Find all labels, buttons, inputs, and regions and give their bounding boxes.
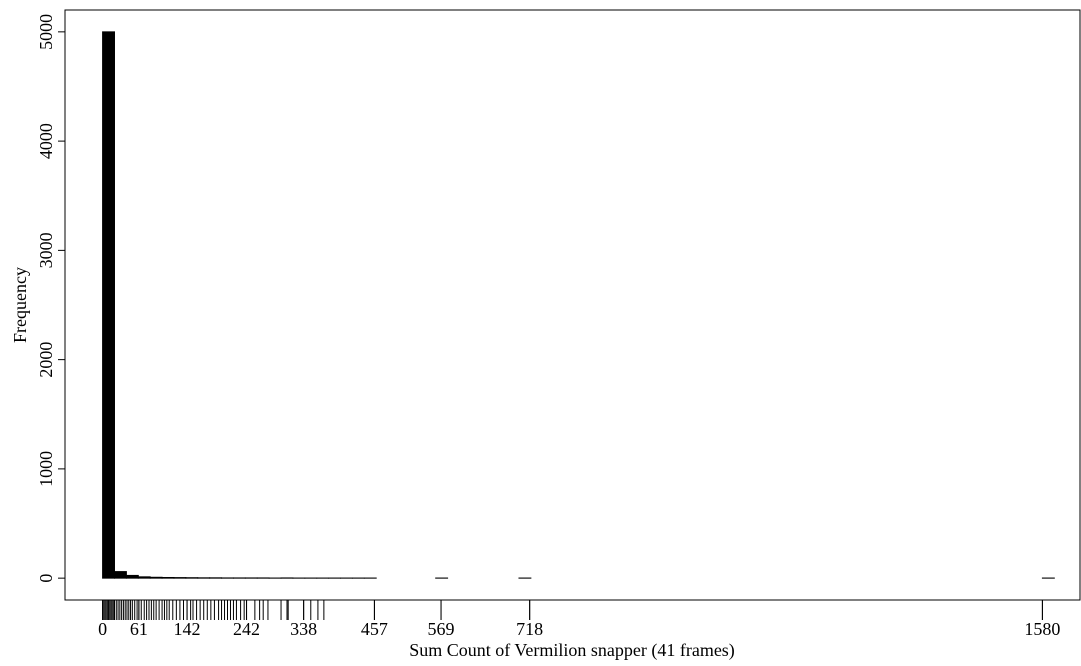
x-tick-label: 1580 — [1024, 619, 1060, 639]
histogram-bar — [149, 576, 163, 579]
y-tick-label: 5000 — [36, 14, 56, 50]
x-tick-label: 0 — [98, 619, 107, 639]
histogram-bar — [173, 577, 187, 579]
y-tick-label: 4000 — [36, 123, 56, 159]
x-tick-label: 718 — [516, 619, 543, 639]
histogram-bar — [102, 31, 115, 579]
histogram-bar — [137, 576, 151, 579]
plot-frame — [64, 9, 1081, 601]
histogram-bar — [161, 576, 175, 579]
y-axis-label: Frequency — [10, 267, 30, 343]
x-tick-label: 569 — [428, 619, 455, 639]
y-tick-label: 3000 — [36, 232, 56, 268]
x-tick-label: 61 — [130, 619, 148, 639]
x-tick-label: 338 — [290, 619, 317, 639]
y-tick-label: 0 — [36, 574, 56, 583]
x-tick-label: 457 — [361, 619, 388, 639]
x-tick-label: 242 — [233, 619, 260, 639]
histogram-bar — [113, 571, 127, 579]
y-tick-label: 1000 — [36, 451, 56, 487]
x-axis-label: Sum Count of Vermilion snapper (41 frame… — [409, 640, 735, 661]
histogram-bar — [125, 574, 139, 579]
y-tick-label: 2000 — [36, 342, 56, 378]
x-tick-label: 142 — [174, 619, 201, 639]
